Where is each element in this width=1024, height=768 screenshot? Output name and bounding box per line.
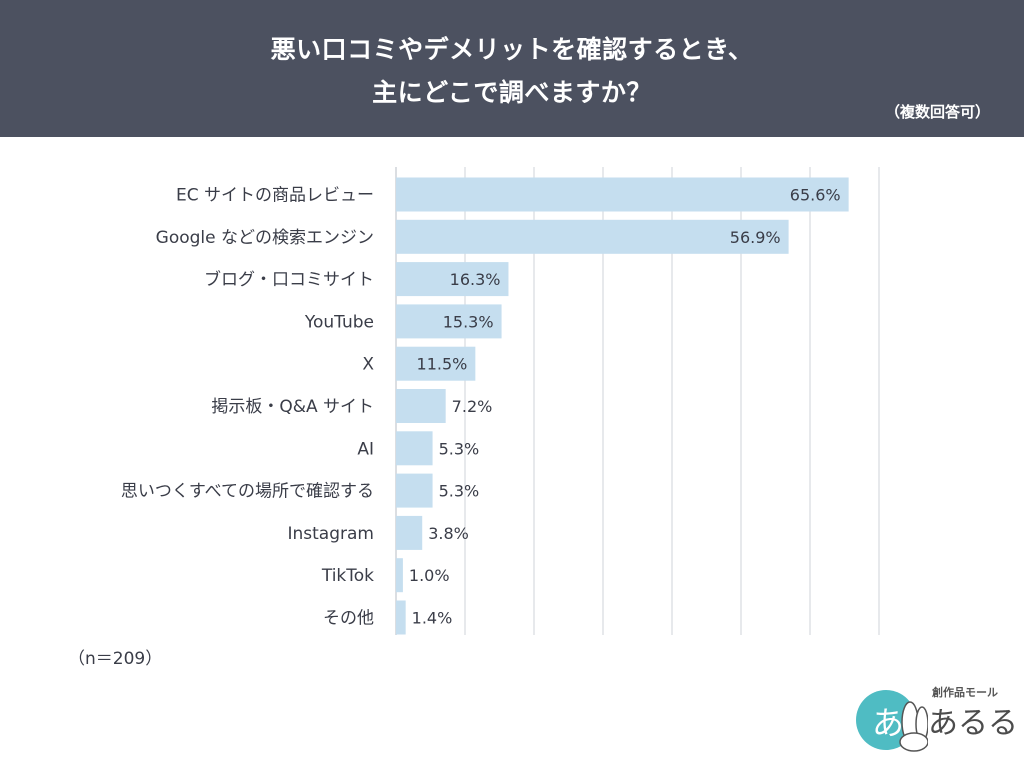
category-label: YouTube	[304, 312, 374, 332]
value-label: 65.6%	[790, 186, 841, 205]
category-label: ブログ・口コミサイト	[204, 269, 374, 290]
bar	[396, 262, 509, 297]
logo-wordmark: あるる	[928, 706, 1018, 741]
bar	[396, 389, 446, 423]
value-label: 11.5%	[417, 355, 468, 374]
x-tick-label: 20	[523, 656, 546, 657]
bar-chart: EC サイトの商品レビュー 65.6% Google などの検索エンジン 56.9% ブ…	[121, 167, 891, 657]
logo-mark-text: あ	[872, 704, 904, 742]
category-label: AI	[357, 439, 374, 459]
value-label: 1.4%	[412, 609, 453, 628]
category-label: その他	[323, 609, 374, 629]
rabbit-logo-icon: あ	[856, 690, 929, 752]
chart-header: 悪い口コミやデメリットを確認するとき、 主にどこで調べますか？ （複数回答可）	[0, 0, 1024, 137]
value-label: 1.0%	[409, 566, 450, 585]
value-label: 5.3%	[439, 482, 480, 501]
sample-size-note: （n＝209）	[68, 649, 163, 669]
category-label: Google などの検索エンジン	[156, 228, 374, 248]
bar	[396, 177, 849, 212]
brand-logo: あ 創作品モール あるる	[852, 682, 1018, 754]
logo-subtitle: 創作品モール	[932, 686, 998, 699]
category-label: EC サイトの商品レビュー	[176, 186, 374, 206]
x-tick-label: 40	[661, 656, 684, 657]
bar	[396, 304, 502, 339]
bar	[396, 515, 423, 550]
bar	[396, 346, 476, 381]
multiple-answer-note: （複数回答可）	[884, 103, 990, 121]
category-label: Instagram	[288, 524, 375, 544]
category-label: 思いつくすべての場所で確認する	[121, 482, 374, 502]
category-label: TikTok	[321, 566, 374, 586]
value-label: 15.3%	[443, 312, 494, 331]
x-tick-label: 50	[730, 656, 753, 657]
value-label: 5.3%	[439, 439, 480, 458]
chart-title-line-2: 主にどこで調べますか？	[372, 78, 652, 107]
x-tick-label: 0	[390, 656, 401, 657]
category-label: 掲示板・Q&A サイト	[211, 397, 374, 417]
value-label: 3.8%	[428, 524, 469, 543]
bar	[396, 558, 403, 593]
chart-title-line-1: 悪い口コミやデメリットを確認するとき、	[270, 35, 754, 64]
value-label: 56.9%	[730, 228, 781, 247]
x-tick-label: 10	[454, 656, 477, 657]
value-label: 7.2%	[452, 397, 493, 416]
bar	[396, 600, 406, 635]
x-tick-label: 30	[592, 656, 615, 657]
bar	[396, 473, 433, 508]
x-tick-label: 70	[868, 656, 891, 657]
x-tick-label: 60	[799, 656, 822, 657]
category-label: X	[362, 355, 374, 375]
bar	[396, 431, 433, 466]
value-label: 16.3%	[450, 270, 501, 289]
bar	[396, 219, 789, 254]
